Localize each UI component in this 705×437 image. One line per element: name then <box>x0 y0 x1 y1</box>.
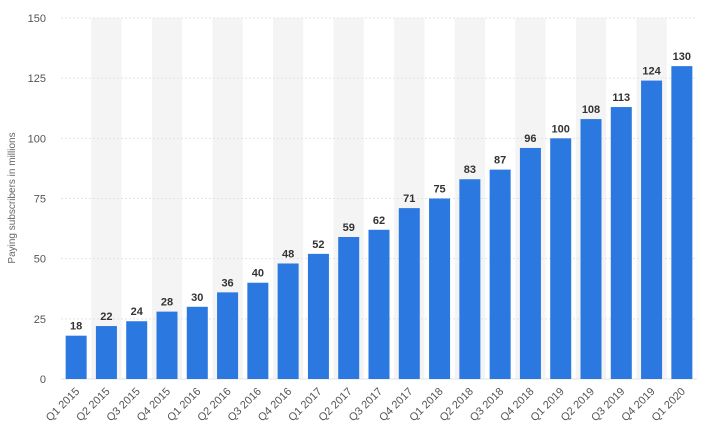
bar <box>580 119 602 379</box>
y-axis-ticks: 0 25 50 75 100 125 150 <box>28 13 46 386</box>
bar <box>610 107 632 380</box>
x-tick-label: Q1 2020 <box>650 386 688 424</box>
data-label: 52 <box>312 239 324 251</box>
bar <box>156 311 178 379</box>
y-tick-label: 125 <box>28 73 46 85</box>
bar <box>489 169 511 379</box>
data-label: 100 <box>552 123 570 135</box>
data-label: 71 <box>403 193 415 205</box>
data-label: 113 <box>612 92 630 104</box>
bar <box>519 147 541 379</box>
bar <box>217 292 239 379</box>
bar <box>126 321 148 379</box>
data-label: 36 <box>221 277 233 289</box>
data-label: 28 <box>161 297 173 309</box>
data-label: 24 <box>131 306 144 318</box>
data-label: 75 <box>433 184 445 196</box>
bar <box>398 208 420 379</box>
bar <box>65 335 87 379</box>
bar <box>277 263 299 379</box>
data-label: 62 <box>373 215 385 227</box>
bar <box>186 306 208 379</box>
bar <box>247 282 269 379</box>
data-label: 130 <box>673 51 691 63</box>
bar <box>307 253 329 379</box>
bar <box>95 326 117 379</box>
data-label: 22 <box>100 311 112 323</box>
bar <box>338 237 360 379</box>
y-tick-label: 75 <box>34 194 46 206</box>
data-label: 83 <box>464 164 476 176</box>
data-label: 87 <box>494 155 506 167</box>
data-label: 48 <box>282 248 294 260</box>
y-tick-label: 50 <box>34 254 46 266</box>
y-tick-label: 25 <box>34 314 46 326</box>
bar <box>641 80 663 379</box>
bar <box>671 66 693 379</box>
data-labels: 18 22 24 28 30 36 40 48 52 59 62 71 75 83 87 96 100 108 11… <box>70 51 691 333</box>
data-label: 18 <box>70 321 82 333</box>
bar <box>550 138 572 379</box>
bar <box>429 198 451 379</box>
data-label: 59 <box>343 222 355 234</box>
y-tick-label: 0 <box>40 374 46 386</box>
data-label: 30 <box>191 292 203 304</box>
data-label: 108 <box>582 104 600 116</box>
y-tick-label: 100 <box>28 133 46 145</box>
bar <box>459 179 481 379</box>
data-label: 124 <box>642 66 661 78</box>
data-label: 40 <box>252 268 264 280</box>
bars <box>65 66 693 380</box>
y-axis-title: Paying subscribers in millions <box>7 132 18 263</box>
bar <box>368 229 390 379</box>
y-tick-label: 150 <box>28 13 46 25</box>
data-label: 96 <box>524 133 536 145</box>
